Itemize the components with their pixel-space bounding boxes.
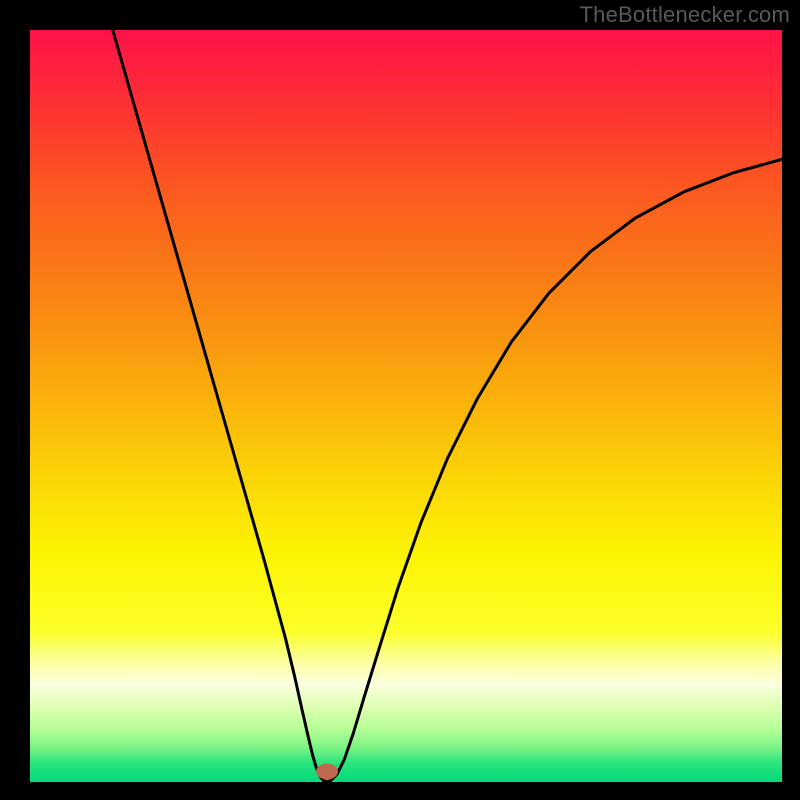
border-right (782, 0, 800, 800)
border-left (0, 0, 30, 800)
bottleneck-chart-svg (0, 0, 800, 800)
optimal-point-marker (316, 763, 338, 779)
watermark-text: TheBottlenecker.com (580, 2, 790, 28)
gradient-background (30, 30, 782, 782)
chart-frame: TheBottlenecker.com (0, 0, 800, 800)
border-bottom (0, 782, 800, 800)
